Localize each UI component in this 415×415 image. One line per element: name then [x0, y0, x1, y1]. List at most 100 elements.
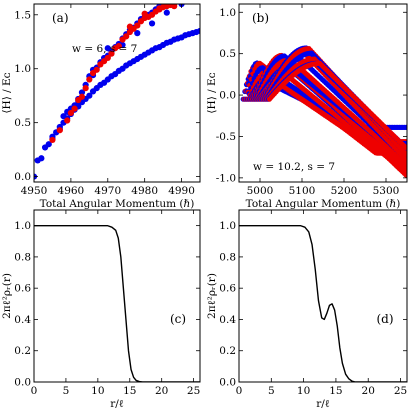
panel-label: (c)	[170, 312, 186, 326]
x-tick-label: 5	[63, 385, 70, 397]
x-axis-label: Total Angular Momentum (ℏ)	[40, 198, 195, 210]
data-point	[108, 50, 115, 57]
series-line	[239, 224, 407, 382]
x-tick-label: 15	[329, 385, 342, 397]
panel-label: (b)	[252, 11, 269, 25]
y-axis-label: ⟨H⟩ / Eᴄ	[206, 72, 218, 113]
plot-frame	[33, 209, 201, 383]
data-point	[403, 124, 407, 130]
y-tick-label: 0.0	[219, 377, 236, 389]
panel-3: 0 5 10 15 20 25 0.0 0.2 0.4 0.6 0.8 1.0 r/ℓ 2πℓ²ρᵣ(r)…	[1, 209, 201, 410]
plot-frame	[33, 3, 201, 183]
x-tick-label: 5100	[289, 185, 316, 197]
x-tick-label: 4980	[131, 185, 158, 197]
data-point	[56, 127, 63, 134]
data-point	[104, 45, 111, 52]
x-tick-label: 4970	[94, 185, 121, 197]
x-tick-label: 5	[268, 385, 275, 397]
y-tick-label: 1.0	[219, 7, 236, 19]
panel-label: (d)	[376, 312, 393, 326]
data-point	[403, 172, 407, 178]
data-point	[71, 105, 78, 112]
y-tick-label: 0.2	[219, 345, 236, 357]
data-point	[402, 144, 407, 150]
data-point	[86, 76, 93, 83]
panel-4: 0 5 10 15 20 25 0.0 0.2 0.4 0.6 0.8 1.0 r/ℓ 2πℓ²ρᵣ(r)…	[206, 209, 408, 410]
data-point	[64, 117, 71, 124]
x-axis-label: r/ℓ	[316, 398, 330, 410]
panel-1: 4950 4960 4970 4980 4990 0.0 0.5 1.0 1.5 Total An…	[1, 3, 201, 210]
data-point	[404, 149, 407, 155]
data-point	[45, 141, 52, 148]
x-tick-label: 20	[362, 385, 375, 397]
x-tick-label: 5000	[247, 185, 274, 197]
y-tick-label: 0.8	[14, 251, 31, 263]
x-tick-label: 10	[91, 385, 104, 397]
data-point	[148, 20, 156, 27]
y-tick-label: 1.5	[14, 9, 31, 21]
panel-label: (a)	[52, 11, 69, 25]
y-tick-label: -0.5	[216, 131, 236, 143]
y-axis-label: 2πℓ²ρᵣ(r)	[1, 273, 13, 319]
plot-frame	[238, 3, 408, 183]
data-point	[163, 9, 170, 16]
data-point	[67, 109, 74, 117]
data-point	[141, 10, 148, 17]
x-tick-label: 25	[394, 385, 407, 397]
x-tick-label: 5300	[373, 185, 400, 197]
y-tick-label: 1.0	[14, 63, 31, 75]
data-point	[403, 156, 407, 162]
annotation: w = 6, s = 7	[72, 43, 137, 55]
data-point	[82, 85, 89, 92]
y-tick-label: 0.8	[219, 251, 236, 263]
data-point	[104, 54, 111, 62]
y-tick-label: 1.0	[219, 220, 236, 232]
data-point	[78, 89, 86, 96]
data-point	[126, 23, 134, 30]
x-tick-label: 20	[155, 385, 168, 397]
plot-area	[240, 45, 407, 178]
data-point	[134, 22, 141, 29]
x-tick-label: 0	[31, 385, 38, 397]
x-tick-label: 5200	[331, 185, 358, 197]
annotation: w = 10.2, s = 7	[253, 161, 335, 173]
y-axis-label: 2πℓ²ρᵣ(r)	[206, 273, 218, 319]
data-point	[171, 4, 178, 10]
x-tick-label: 25	[187, 385, 200, 397]
y-tick-label: 0.6	[219, 283, 236, 295]
plot-area	[239, 224, 407, 382]
plot-area	[34, 224, 200, 382]
y-tick-label: 0.4	[219, 314, 236, 326]
plot-frame	[238, 209, 408, 383]
data-point	[38, 155, 45, 162]
panel-2: 5000 5100 5200 5300 -1.0 -0.5 0.0 0.5 1.0 Total A…	[206, 3, 408, 210]
x-tick-label: 10	[297, 385, 310, 397]
data-point	[86, 92, 93, 99]
y-tick-label: 0.0	[219, 90, 236, 102]
y-tick-label: 1.0	[14, 220, 31, 232]
x-tick-label: 0	[236, 385, 243, 397]
y-tick-label: 0.5	[14, 117, 31, 129]
y-tick-label: 0.4	[14, 314, 31, 326]
data-point	[134, 30, 141, 37]
x-tick-label: 4990	[168, 185, 195, 197]
y-tick-label: -1.0	[216, 172, 236, 184]
x-tick-label: 4960	[58, 185, 85, 197]
x-tick-label: 15	[123, 385, 136, 397]
plot-area	[34, 4, 200, 180]
y-tick-label: 0.2	[14, 345, 31, 357]
y-tick-label: 0.0	[14, 171, 31, 183]
data-point	[403, 168, 407, 174]
data-point	[196, 27, 200, 35]
x-axis-label: Total Angular Momentum (ℏ)	[246, 198, 401, 210]
data-point	[60, 113, 67, 120]
data-point	[78, 93, 86, 100]
data-point	[156, 6, 163, 13]
y-tick-label: 0.6	[14, 283, 31, 295]
y-axis-label: ⟨H⟩ / Eᴄ	[1, 72, 13, 113]
data-point	[49, 136, 56, 144]
series-line	[34, 224, 200, 382]
y-tick-label: 0.0	[14, 377, 31, 389]
data-point	[115, 42, 122, 50]
